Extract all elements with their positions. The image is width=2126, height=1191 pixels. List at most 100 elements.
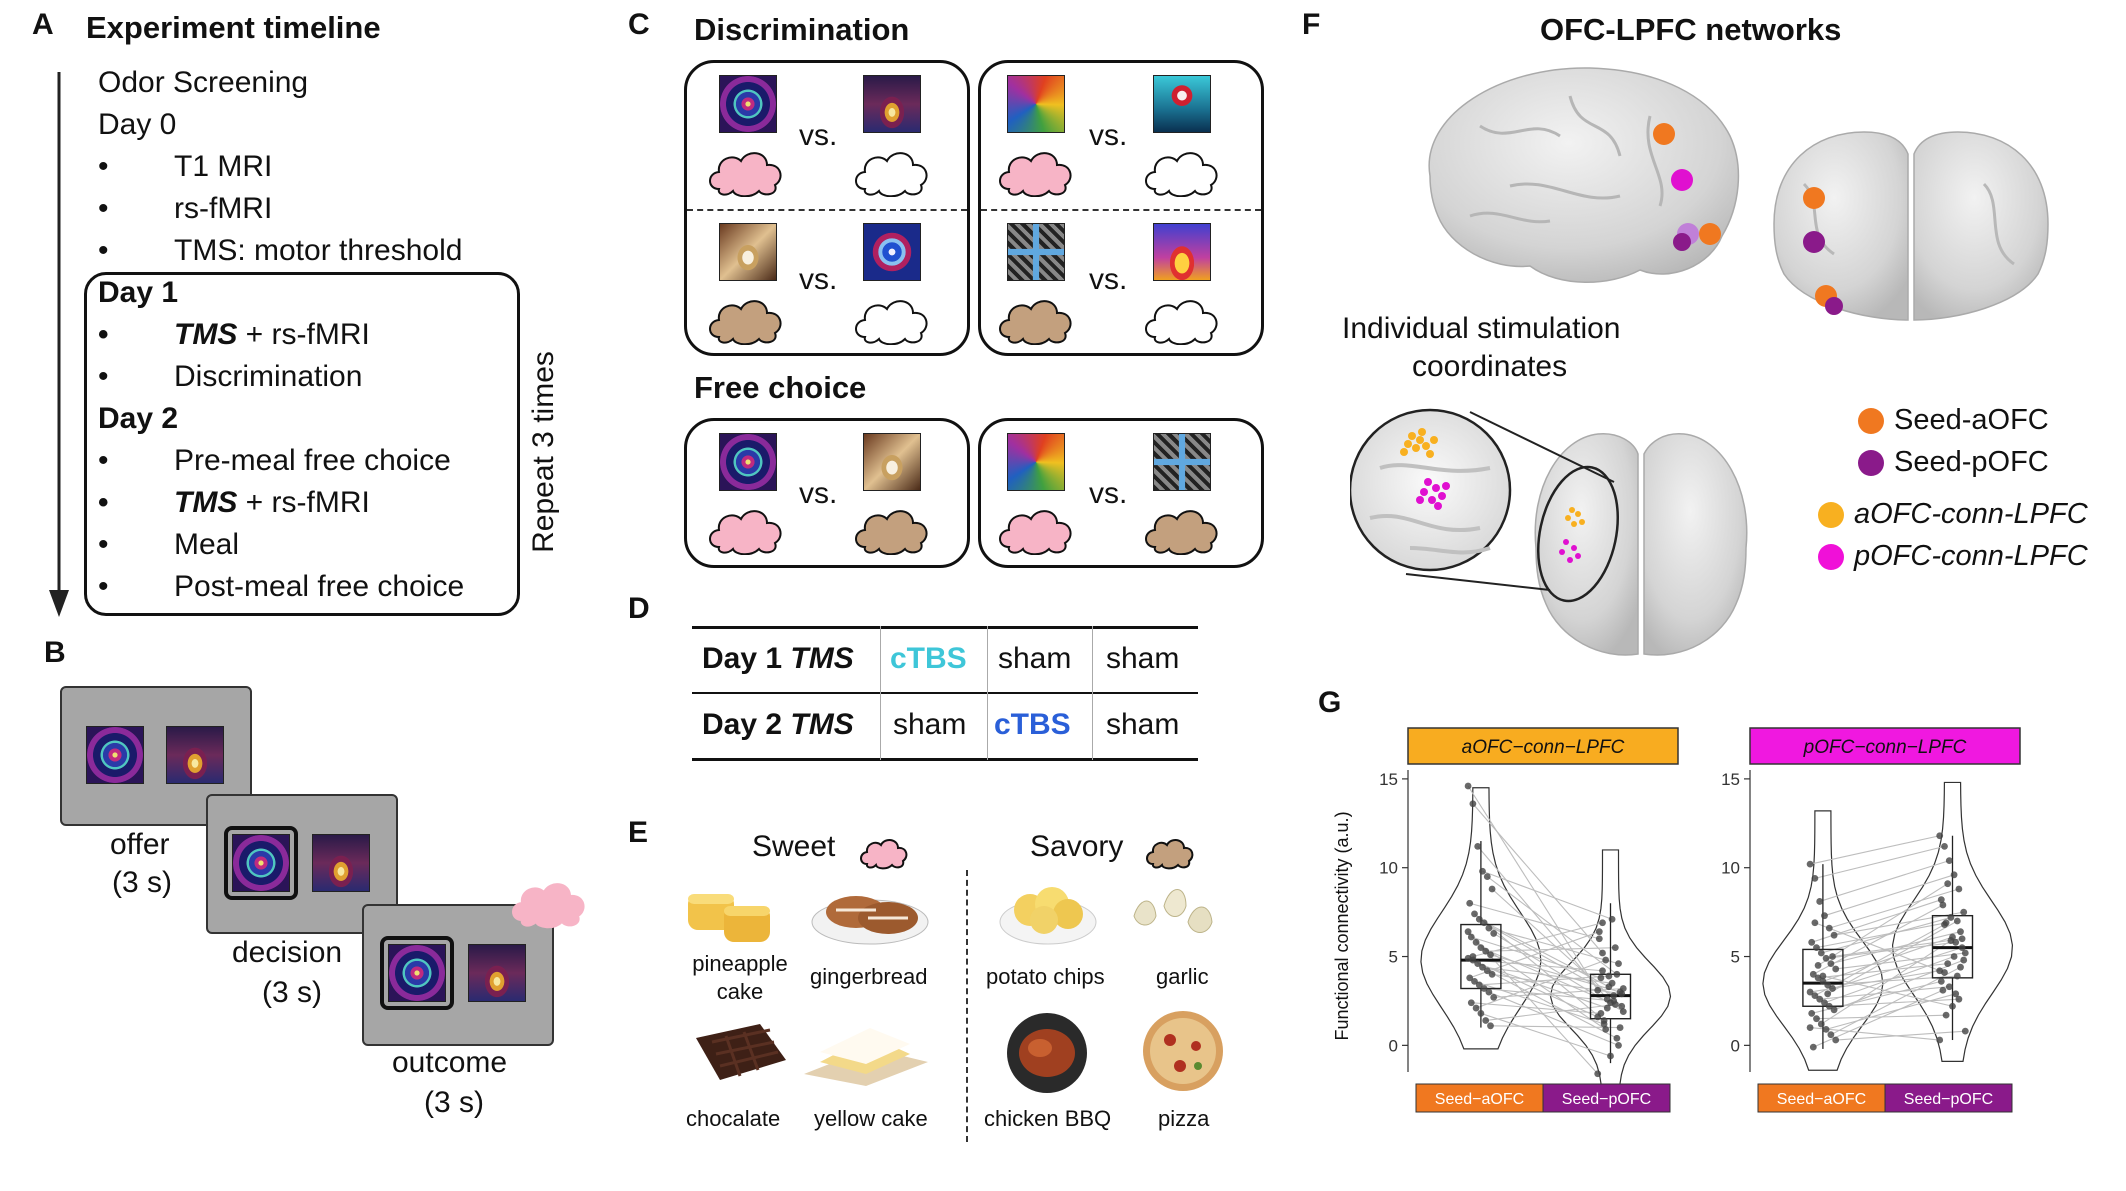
day1-label: Day 1 [98,276,179,309]
potato-chips-icon [999,887,1097,945]
data-point [1944,880,1952,888]
data-point [1469,953,1477,960]
data-point [1610,992,1618,1000]
paired-line [1835,1030,1966,1041]
table-divider [987,626,988,760]
paired-line [1488,927,1619,965]
paired-line [1469,931,1600,979]
stim-coords-label-1: Individual stimulation [1342,312,1621,345]
facet-header [1407,727,1679,765]
data-point [1816,995,1824,1003]
connectivity-chart: Functional connectivity (a.u.) aOFC−conn… [1332,727,2021,1113]
data-point [1936,832,1944,840]
empty-cloud-icon [855,152,928,197]
data-point [1822,954,1830,962]
facet-header [1749,727,2021,765]
panel-label-e: E [628,816,649,849]
paired-line [1477,963,1608,1009]
fractal-image [1153,223,1211,281]
decision-duration: (3 s) [262,976,322,1009]
fractal-image [1153,75,1211,133]
fractal-image [1007,433,1065,491]
panel-label-a: A [32,8,54,41]
bullet: • [98,486,109,519]
data-point [1472,1004,1480,1012]
paired-line [1471,1002,1601,1014]
data-point [1936,1036,1944,1044]
box [1802,948,1844,1007]
free-choice-box-2: vs. [978,418,1264,568]
paired-line [1482,870,1613,920]
data-point [1597,1009,1605,1017]
data-point [1937,978,1945,985]
bullet: • [98,234,109,267]
data-point [1809,970,1817,978]
violin [1762,810,1884,1071]
data-point [1487,1022,1494,1030]
selection-frame [380,936,454,1010]
data-point [1616,1024,1624,1031]
data-point [1599,919,1606,927]
gingerbread-icon [811,896,929,945]
discrimination-box-savory: vs. vs. [978,60,1264,356]
data-point [1941,842,1948,850]
stim-coords-label-2: coordinates [1412,350,1568,383]
timeline-arrow [49,72,69,617]
data-point [1472,938,1480,946]
odor-screening: Odor Screening [98,66,309,99]
data-point [1830,1006,1838,1014]
fractal-image [166,726,224,784]
y-tick-label: 15 [1721,770,1740,789]
vs-label: vs. [1089,477,1128,510]
violin [1891,781,2014,1062]
food-label: gingerbread [810,964,928,989]
paired-line [1832,938,1963,958]
tms-emph: TMS [174,318,238,351]
data-point [1474,960,1482,968]
brown-cloud-icon [709,300,782,345]
data-point [1600,1020,1608,1028]
paired-line [1824,874,1955,917]
data-point [1488,970,1496,978]
paired-line [1484,987,1614,1002]
data-point [1811,992,1819,1000]
data-point [1941,969,1948,976]
day1-item-text: + rs-fMRI [237,318,370,351]
data-point [1490,993,1498,1001]
day2-item-text: Pre-meal free choice [174,444,451,477]
divider [981,209,1261,211]
bullet: • [98,528,109,561]
panel-label-b: B [44,636,66,669]
data-point [1611,1001,1619,1008]
data-point [1824,981,1832,989]
paired-line [1810,1027,1940,1041]
facet-pofc: pOFC−conn−LPFC 15 10 5 0 Seed−aOFC Seed−pOFC [1721,727,2021,1113]
sweet-heading: Sweet [752,830,836,863]
data-point [1829,985,1836,992]
paired-line [1475,959,1606,1009]
data-point [1814,962,1822,969]
panel-label-c: C [628,8,650,41]
data-point [1832,1036,1840,1044]
data-point [1947,937,1955,944]
free-choice-title: Free choice [694,370,867,405]
data-point [1607,1052,1614,1060]
brown-cloud-icon [855,510,928,555]
pink-cloud-icon [709,510,782,555]
data-point [1961,949,1969,957]
table-cell: sham [1106,708,1180,741]
data-point [1944,960,1952,968]
discrimination-box-sweet: vs. vs. [684,60,970,356]
y-tick-label: 10 [1379,859,1398,878]
data-point [1602,956,1610,964]
data-point [1611,944,1619,952]
data-point [1485,988,1493,996]
y-tick-label: 0 [1731,1036,1740,1055]
data-point [1483,873,1491,880]
data-point [1487,951,1494,959]
paired-line [1493,987,1624,998]
data-point [1960,956,1968,964]
y-axis-label: Functional connectivity (a.u.) [1332,811,1352,1040]
brain-lateral-view [1428,67,1740,283]
legend-swatch [1858,408,1884,434]
